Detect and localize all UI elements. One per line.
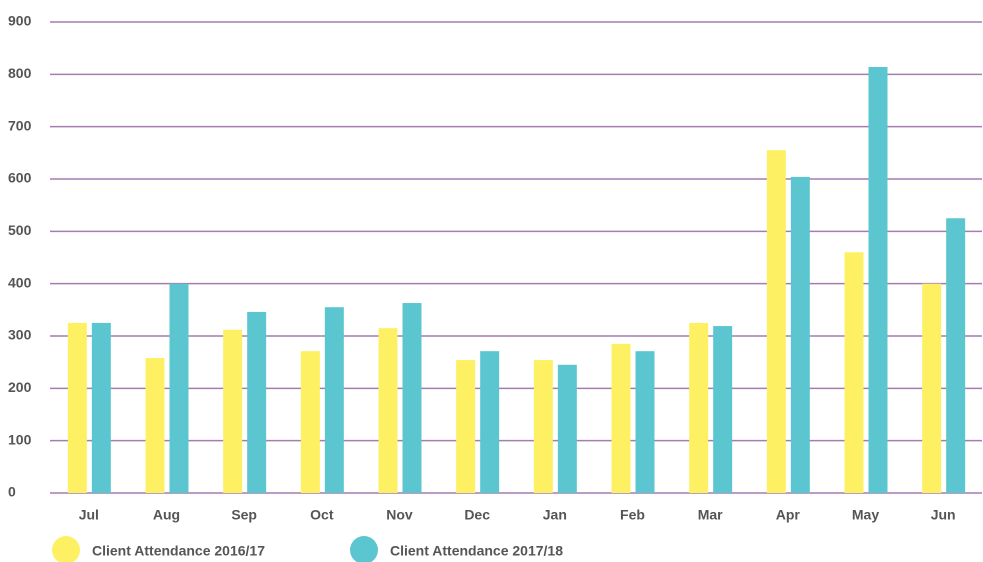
- bar: [922, 283, 942, 493]
- legend-swatch: [350, 536, 378, 562]
- bar: [402, 303, 422, 493]
- bar: [378, 328, 398, 493]
- y-tick-label: 300: [8, 327, 32, 343]
- x-tick-label: Aug: [153, 507, 180, 523]
- bar: [635, 351, 655, 493]
- x-tick-label: Nov: [386, 507, 413, 523]
- bar: [766, 150, 786, 493]
- bar: [247, 311, 267, 493]
- x-tick-label: Apr: [776, 507, 801, 523]
- x-tick-label: Jan: [543, 507, 567, 523]
- y-tick-label: 200: [8, 379, 32, 395]
- legend-swatch: [52, 536, 80, 562]
- bar: [91, 322, 111, 493]
- legend-label: Client Attendance 2016/17: [92, 543, 265, 559]
- bar: [480, 351, 500, 493]
- bar: [223, 329, 243, 493]
- x-tick-label: Dec: [464, 507, 490, 523]
- x-tick-label: May: [852, 507, 879, 523]
- y-tick-label: 600: [8, 170, 32, 186]
- x-tick-label: Sep: [231, 507, 257, 523]
- bar: [790, 176, 810, 493]
- bar: [145, 357, 165, 493]
- x-tick-label: Oct: [310, 507, 334, 523]
- bar: [946, 218, 966, 493]
- y-tick-label: 500: [8, 222, 32, 238]
- bar: [611, 343, 631, 493]
- legend-label: Client Attendance 2017/18: [390, 543, 563, 559]
- bar: [557, 364, 577, 493]
- bar: [67, 322, 87, 493]
- bar: [456, 360, 476, 493]
- x-tick-label: Feb: [620, 507, 645, 523]
- y-tick-label: 400: [8, 274, 32, 290]
- y-tick-label: 900: [8, 13, 32, 29]
- x-tick-label: Jul: [79, 507, 99, 523]
- x-tick-label: Mar: [698, 507, 723, 523]
- bar: [300, 351, 320, 493]
- bar: [844, 252, 864, 493]
- bar: [713, 326, 733, 493]
- bar: [324, 307, 344, 493]
- bar: [868, 67, 888, 494]
- bar: [689, 322, 709, 493]
- y-tick-label: 0: [8, 484, 16, 500]
- bar: [169, 283, 189, 493]
- y-tick-label: 100: [8, 431, 32, 447]
- y-tick-label: 800: [8, 65, 32, 81]
- bar: [533, 360, 553, 493]
- x-tick-label: Jun: [931, 507, 956, 523]
- y-tick-label: 700: [8, 117, 32, 133]
